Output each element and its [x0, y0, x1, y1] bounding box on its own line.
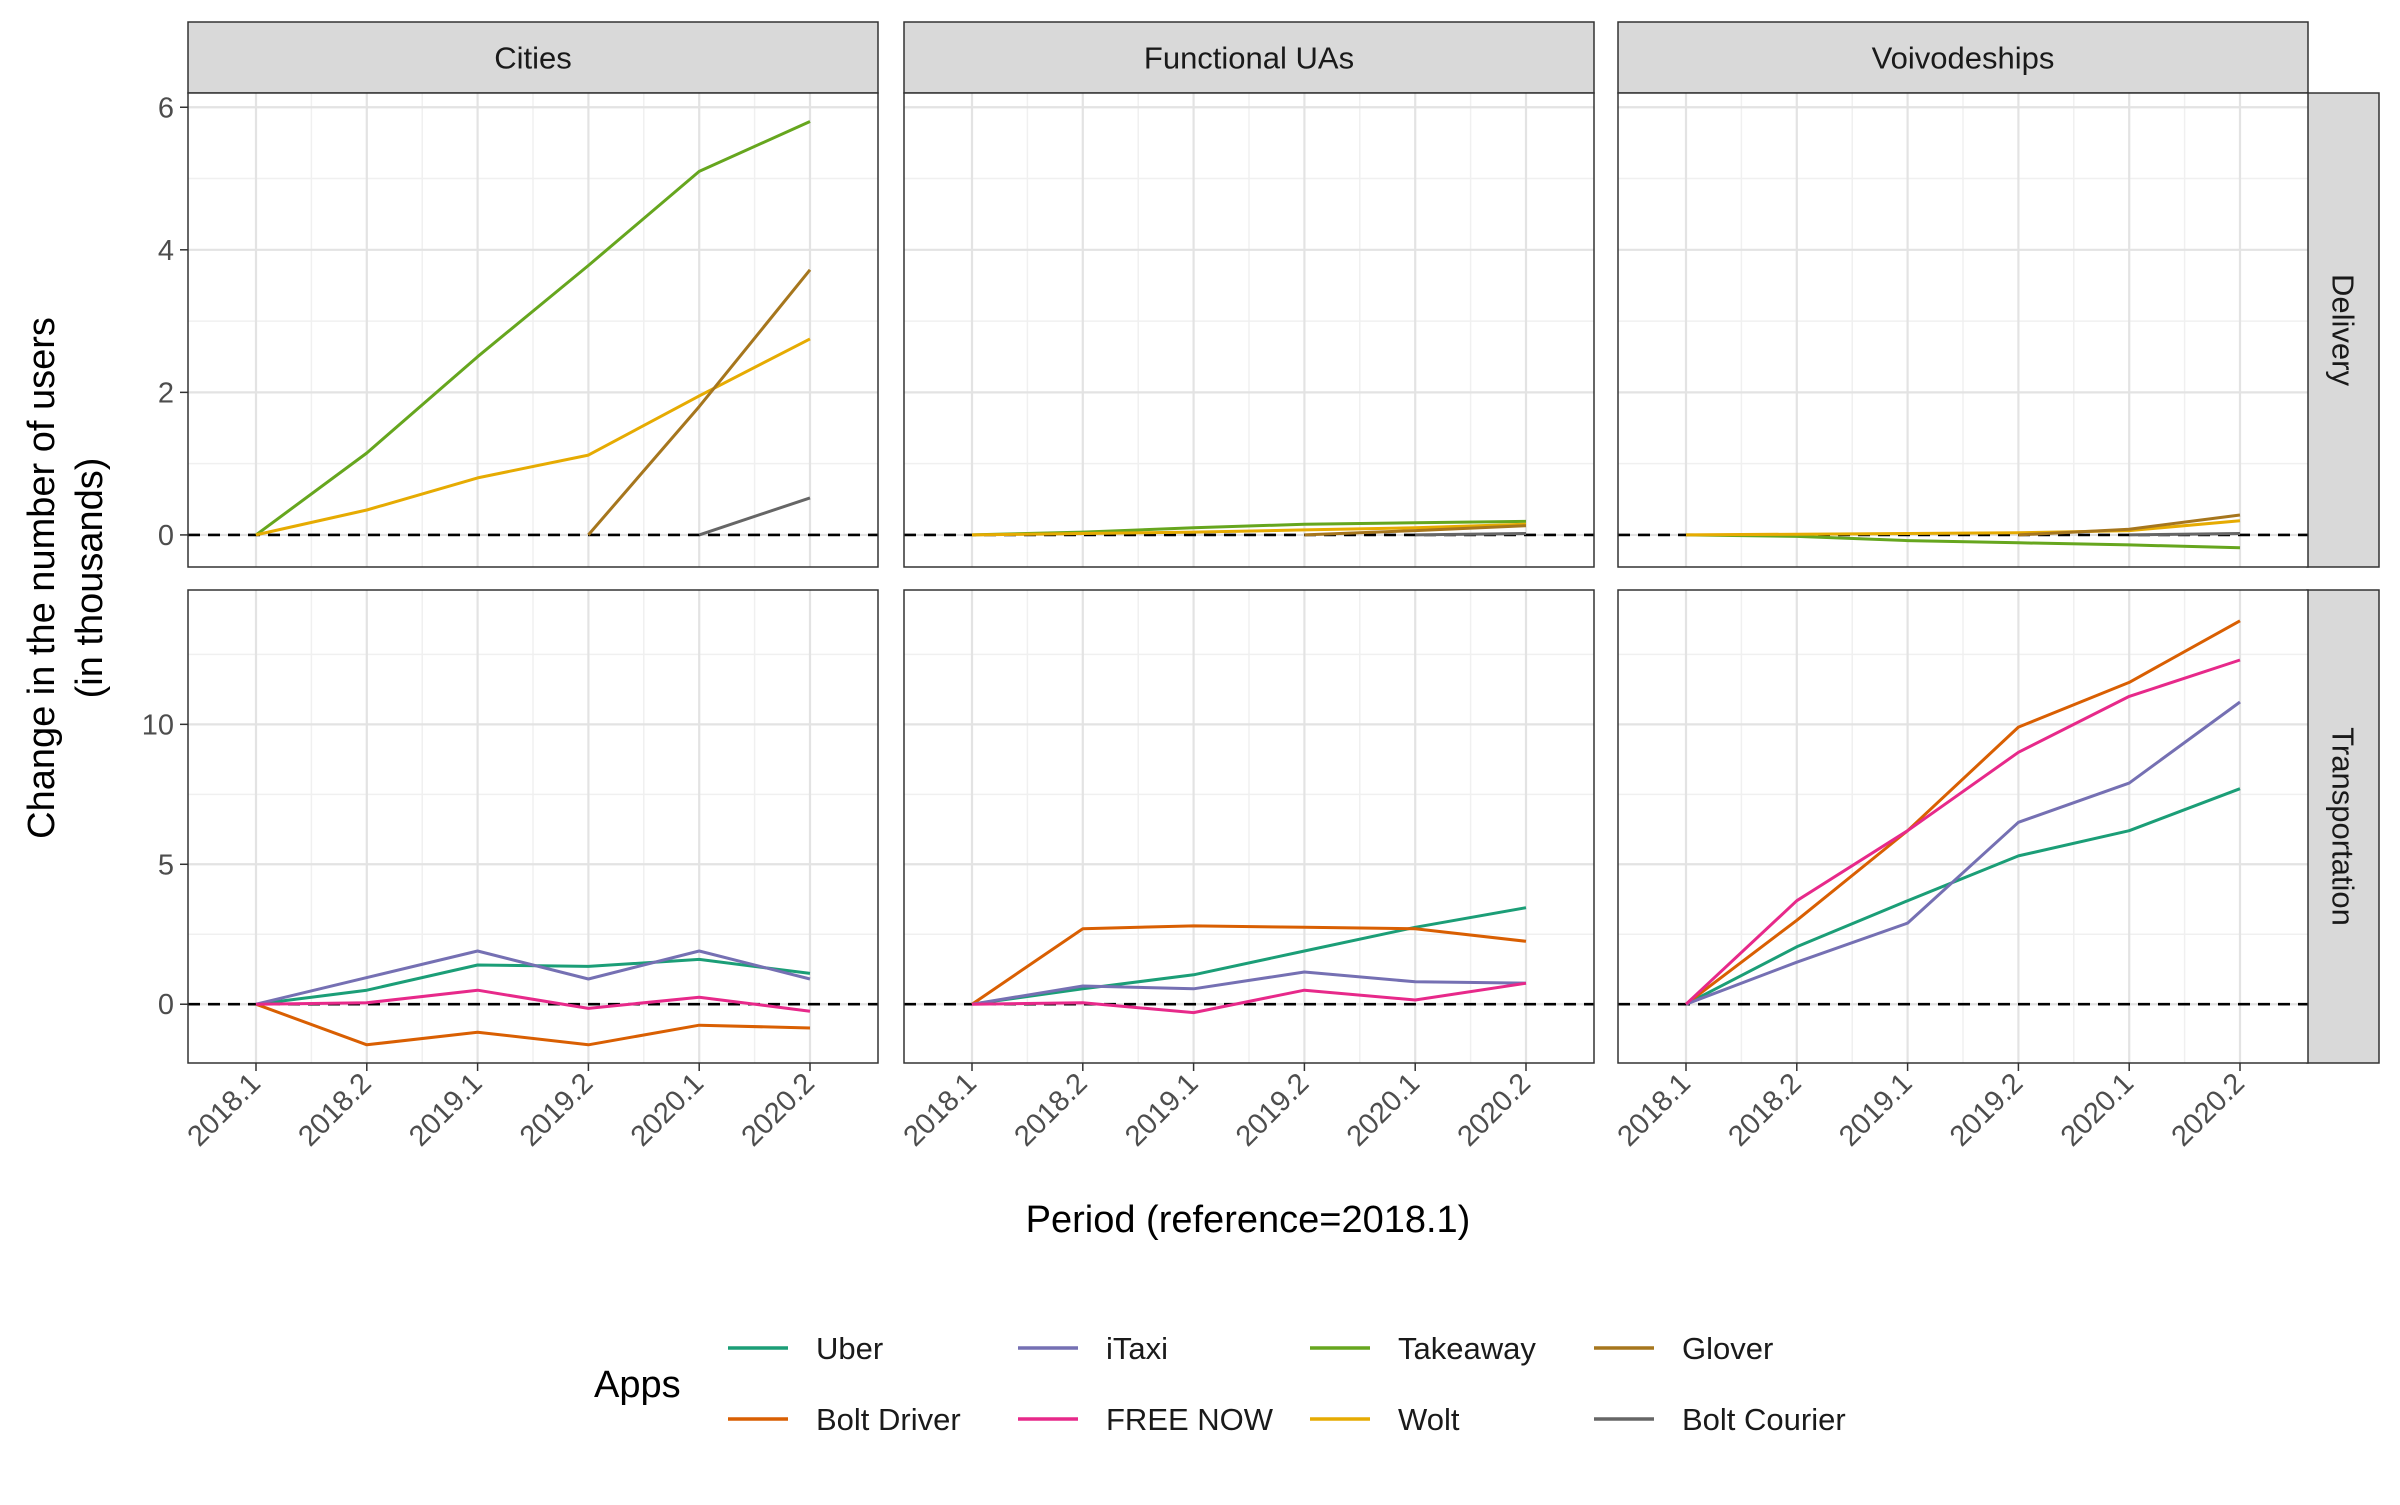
legend-label: Bolt Driver	[816, 1402, 961, 1437]
series-line-bolt-courier	[2129, 532, 2241, 537]
series-line-itaxi	[1685, 700, 2241, 1006]
column-strip-label: Cities	[494, 41, 572, 76]
column-strip-label: Voivodeships	[1872, 41, 2055, 76]
legend-label: Uber	[816, 1331, 883, 1366]
y-axis-title-line2: (in thousands)	[69, 458, 111, 699]
panel-border	[187, 92, 879, 568]
x-tick-label: 2020.1	[1341, 1067, 1426, 1152]
x-tick-label: 2019.2	[1944, 1067, 2029, 1152]
legend-label: iTaxi	[1106, 1331, 1168, 1366]
column-strip-functional-uas	[903, 21, 1595, 94]
x-tick-label: 2020.2	[736, 1067, 821, 1152]
y-tick-label: 10	[142, 709, 174, 741]
series-line-takeaway	[1685, 533, 2241, 550]
x-tick-label: 2019.1	[403, 1067, 488, 1152]
y-tick-label: 6	[158, 92, 174, 124]
series-line-free-now	[255, 988, 811, 1013]
x-tick-label: 2019.2	[514, 1067, 599, 1152]
x-tick-label: 2018.2	[1008, 1067, 1093, 1152]
legend-title: Apps	[594, 1364, 681, 1406]
series-line-bolt-driver	[971, 924, 1527, 1006]
panel-border	[187, 589, 879, 1064]
panel-border	[1617, 589, 2309, 1064]
x-tick-label: 2020.1	[625, 1067, 710, 1152]
x-tick-label: 2019.2	[1230, 1067, 1315, 1152]
column-strip-cities	[187, 21, 879, 94]
x-tick-label: 2018.1	[898, 1067, 983, 1152]
x-tick-label: 2020.2	[1452, 1067, 1537, 1152]
x-tick-label: 2019.1	[1119, 1067, 1204, 1152]
series-line-glover	[2018, 513, 2241, 537]
row-strip-label: Transportation	[2326, 727, 2361, 926]
series-line-uber	[1685, 787, 2241, 1006]
legend-label: FREE NOW	[1106, 1402, 1274, 1437]
x-tick-label: 2018.2	[292, 1067, 377, 1152]
x-tick-label: 2018.1	[1612, 1067, 1697, 1152]
column-strip-label: Functional UAs	[1144, 41, 1354, 76]
column-strip-voivodeships	[1617, 21, 2309, 94]
panel-delivery-cities	[187, 92, 879, 568]
panel-border	[903, 589, 1595, 1064]
series-line-itaxi	[971, 970, 1527, 1006]
panel-transportation-functional-uas	[903, 589, 1595, 1064]
panel-border	[1617, 92, 2309, 568]
y-axis-title-line1: Change in the number of users	[21, 317, 63, 839]
series-line-glover	[1304, 524, 1527, 537]
series-line-glover	[587, 268, 812, 536]
panel-grid: Cities Functional UAs Voivodeships Delivery…	[142, 21, 2380, 1153]
legend: Apps Uber Bolt Driver iTaxi FREE NOW Takeawa…	[594, 1331, 1846, 1437]
legend-label: Bolt Courier	[1682, 1402, 1846, 1437]
y-tick-label: 0	[158, 989, 174, 1021]
legend-label: Takeaway	[1398, 1331, 1536, 1366]
x-tick-label: 2019.1	[1833, 1067, 1918, 1152]
panel-delivery-functional-uas	[903, 92, 1595, 568]
series-line-wolt	[255, 337, 811, 537]
y-tick-label: 2	[158, 377, 174, 409]
x-tick-label: 2018.2	[1722, 1067, 1807, 1152]
series-line-takeaway	[255, 120, 811, 537]
row-strip-transportation	[2306, 589, 2380, 1064]
series-line-uber	[971, 906, 1527, 1006]
row-strip-delivery	[2306, 92, 2380, 568]
series-line-bolt-courier	[1415, 532, 1527, 537]
panel-transportation-voivodeships	[1617, 589, 2309, 1064]
y-tick-label: 5	[158, 849, 174, 881]
series-line-free-now	[971, 981, 1527, 1015]
x-axis-title: Period (reference=2018.1)	[1026, 1199, 1471, 1241]
series-line-free-now	[1684, 658, 2241, 1006]
legend-label: Glover	[1682, 1331, 1773, 1366]
panel-delivery-voivodeships	[1617, 92, 2309, 568]
series-line-bolt-driver	[255, 1002, 811, 1047]
series-line-wolt	[971, 522, 1527, 537]
x-tick-label: 2020.1	[2055, 1067, 2140, 1152]
series-line-bolt-driver	[1685, 619, 2241, 1006]
panel-border	[903, 92, 1595, 568]
legend-label: Wolt	[1398, 1402, 1460, 1437]
row-strip-label: Delivery	[2326, 274, 2361, 386]
series-line-itaxi	[255, 949, 811, 1006]
panel-transportation-cities	[187, 589, 879, 1064]
series-line-wolt	[1685, 519, 2241, 537]
y-tick-label: 4	[158, 235, 174, 267]
x-tick-label: 2018.1	[182, 1067, 267, 1152]
y-tick-label: 0	[158, 520, 174, 552]
x-tick-label: 2020.2	[2166, 1067, 2251, 1152]
series-line-bolt-courier	[698, 496, 811, 537]
